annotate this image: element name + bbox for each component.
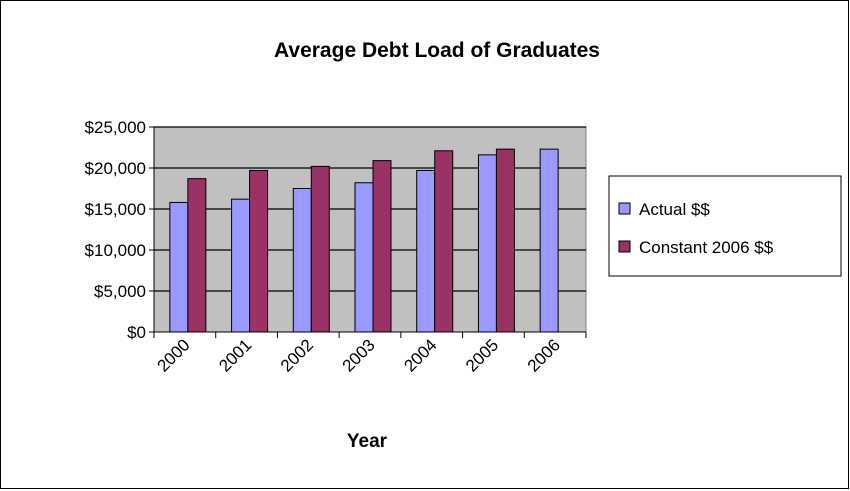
legend: Actual $$ Constant 2006 $$ <box>608 175 842 277</box>
bar <box>187 178 207 333</box>
y-tick-label: $5,000 <box>94 282 146 301</box>
y-tick-label: $15,000 <box>85 200 146 219</box>
bar <box>354 182 374 333</box>
x-tick-label: 2003 <box>339 335 379 375</box>
plot-area: $0 $5,000 $10,000 $15,000 $20,000 $25,000 2000… <box>85 118 587 376</box>
legend-label: Constant 2006 $$ <box>639 238 774 257</box>
x-tick-label: 2005 <box>462 335 502 375</box>
bar <box>539 148 559 333</box>
x-tick-label: 2006 <box>524 335 564 375</box>
x-tick-label: 2002 <box>277 335 317 375</box>
legend-swatch <box>618 240 631 253</box>
x-tick-label: 2000 <box>154 335 194 375</box>
legend-swatch <box>618 202 631 215</box>
bar <box>169 201 189 333</box>
legend-box <box>608 175 842 277</box>
y-tick-label: $10,000 <box>85 241 146 260</box>
bar <box>310 165 330 333</box>
bar <box>292 188 312 333</box>
bar <box>495 148 515 333</box>
bar <box>477 154 497 333</box>
legend-label: Actual $$ <box>639 200 710 219</box>
bar <box>434 150 454 333</box>
chart-title: Average Debt Load of Graduates <box>274 39 600 62</box>
x-axis-title: Year <box>347 431 388 452</box>
bar <box>249 169 269 333</box>
bar <box>231 198 251 333</box>
bar <box>416 169 436 333</box>
y-tick-label: $25,000 <box>85 118 146 137</box>
y-tick-label: $20,000 <box>85 159 146 178</box>
bar <box>372 160 392 333</box>
x-tick-label: 2001 <box>215 335 255 375</box>
y-tick-label: $0 <box>127 323 146 342</box>
x-tick-label: 2004 <box>400 335 440 375</box>
